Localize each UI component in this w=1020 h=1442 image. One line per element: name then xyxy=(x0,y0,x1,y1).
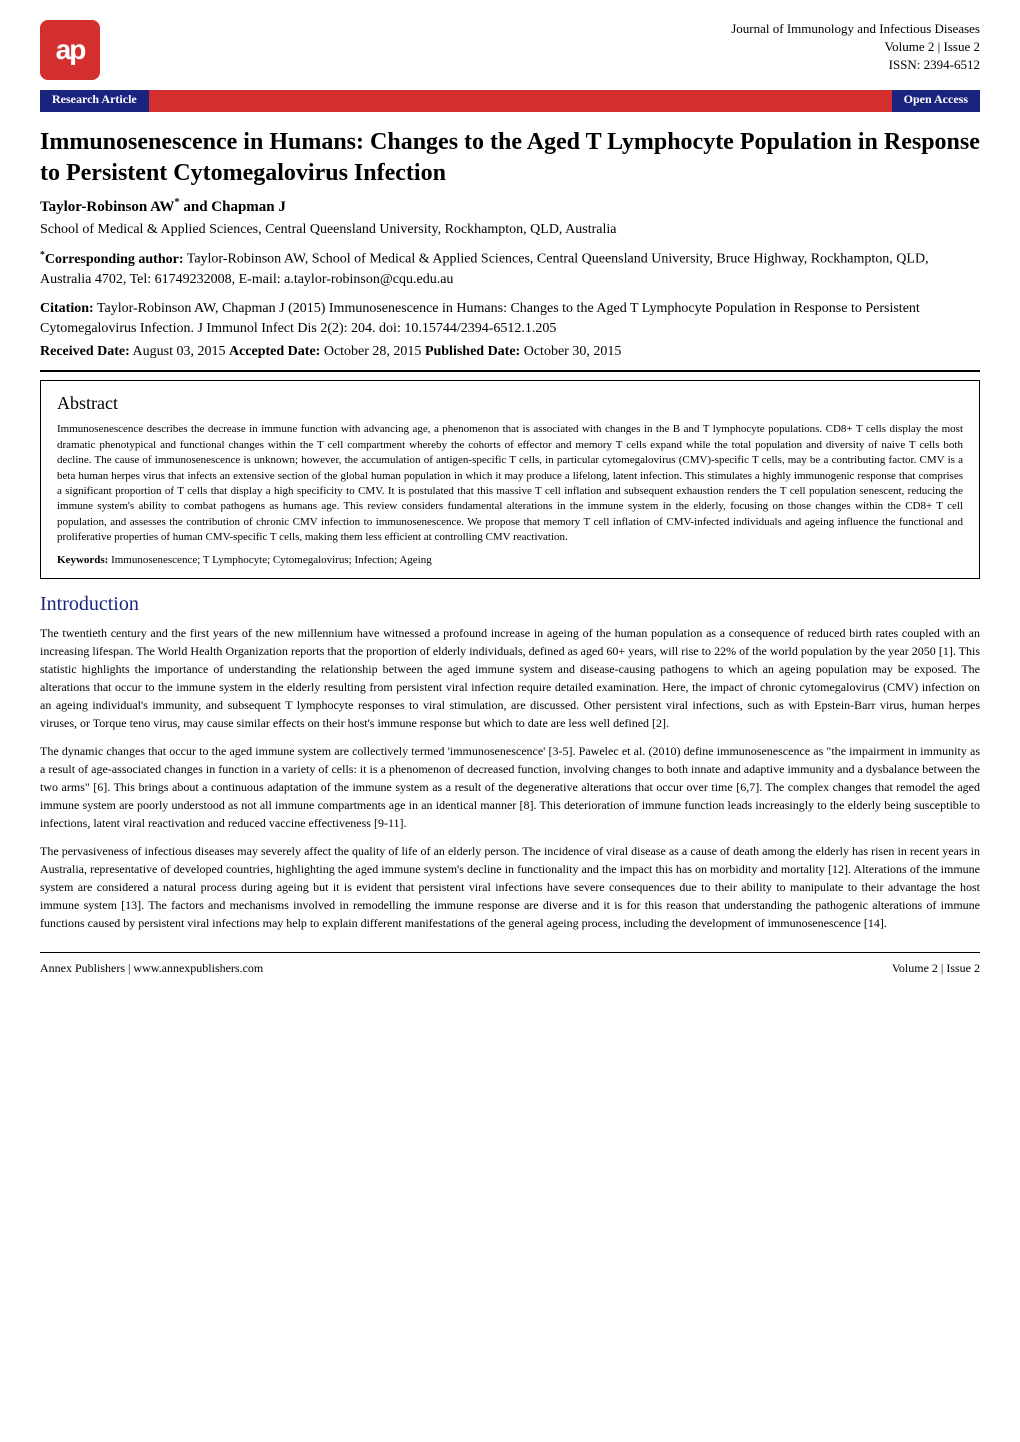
article-type-badge: Research Article xyxy=(40,90,149,112)
abstract-box: Abstract Immunosenescence describes the … xyxy=(40,380,980,578)
banner-row: Research Article Open Access xyxy=(40,90,980,112)
dates-block: Received Date: August 03, 2015 Accepted … xyxy=(40,344,980,360)
citation-label: Citation: xyxy=(40,301,94,316)
corresponding-label: *Corresponding author: xyxy=(40,252,184,267)
logo-text: ap xyxy=(56,34,85,66)
received-label: Received Date: xyxy=(40,344,130,359)
received-date: August 03, 2015 xyxy=(130,344,229,359)
keywords-text: Immunosenescence; T Lymphocyte; Cytomega… xyxy=(108,554,431,566)
header-metadata: Journal of Immunology and Infectious Dis… xyxy=(731,20,980,75)
footer-row: Annex Publishers | www.annexpublishers.c… xyxy=(0,961,1020,996)
accepted-date: October 28, 2015 xyxy=(320,344,425,359)
affiliation: School of Medical & Applied Sciences, Ce… xyxy=(40,222,980,238)
section-divider xyxy=(40,370,980,372)
keywords-label: Keywords: xyxy=(57,554,108,566)
issn: ISSN: 2394-6512 xyxy=(731,56,980,74)
footer-publisher: Annex Publishers | www.annexpublishers.c… xyxy=(40,961,263,976)
journal-name: Journal of Immunology and Infectious Dis… xyxy=(731,20,980,38)
citation-block: Citation: Taylor-Robinson AW, Chapman J … xyxy=(40,299,980,338)
access-type-badge: Open Access xyxy=(892,90,980,112)
citation-text: Taylor-Robinson AW, Chapman J (2015) Imm… xyxy=(40,301,920,336)
corresponding-author: *Corresponding author: Taylor-Robinson A… xyxy=(40,248,980,289)
introduction-heading: Introduction xyxy=(40,593,980,616)
accepted-label: Accepted Date: xyxy=(229,344,320,359)
footer-divider xyxy=(40,952,980,953)
article-title: Immunosenescence in Humans: Changes to t… xyxy=(40,127,980,189)
keywords-line: Keywords: Immunosenescence; T Lymphocyte… xyxy=(57,554,963,566)
abstract-heading: Abstract xyxy=(57,393,963,414)
volume-issue: Volume 2 | Issue 2 xyxy=(731,38,980,56)
intro-paragraph-1: The twentieth century and the first year… xyxy=(40,624,980,732)
abstract-body: Immunosenescence describes the decrease … xyxy=(57,422,963,545)
intro-paragraph-3: The pervasiveness of infectious diseases… xyxy=(40,842,980,932)
footer-volume-issue: Volume 2 | Issue 2 xyxy=(892,961,980,976)
published-label: Published Date: xyxy=(425,344,520,359)
banner-divider xyxy=(149,90,892,112)
header-row: ap Journal of Immunology and Infectious … xyxy=(0,0,1020,90)
publisher-logo: ap xyxy=(40,20,100,80)
intro-paragraph-2: The dynamic changes that occur to the ag… xyxy=(40,742,980,832)
published-date: October 30, 2015 xyxy=(520,344,621,359)
content-area: Immunosenescence in Humans: Changes to t… xyxy=(0,127,1020,932)
authors-line: Taylor-Robinson AW* and Chapman J xyxy=(40,197,980,216)
